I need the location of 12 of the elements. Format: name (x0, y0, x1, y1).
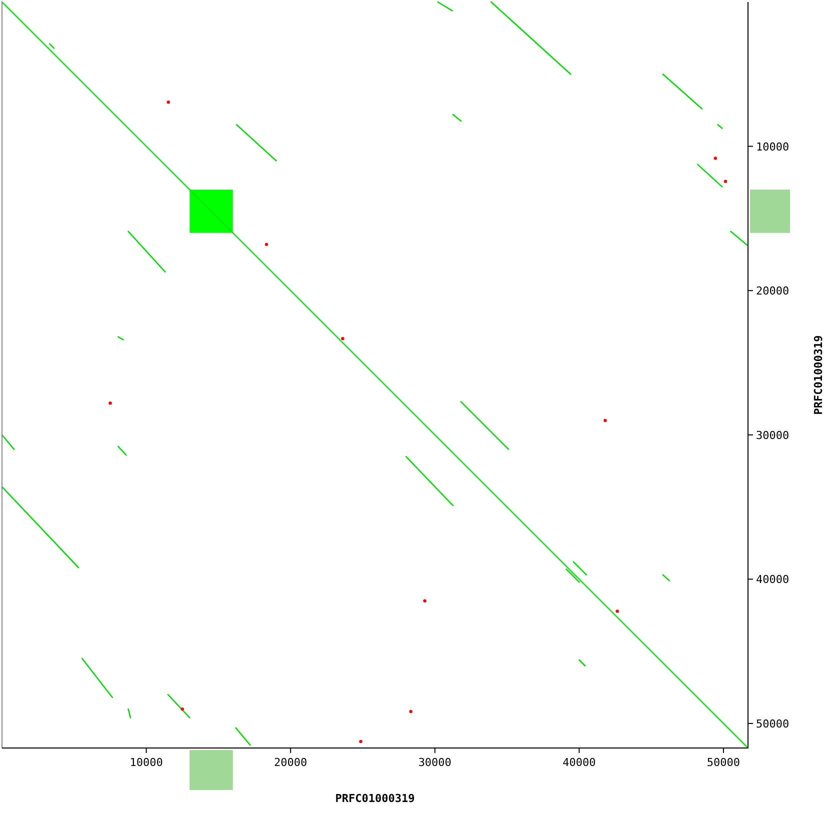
y-tick-label: 30000 (756, 428, 790, 442)
y-tick-label: 20000 (756, 284, 790, 298)
y-tick-label: 10000 (756, 140, 790, 154)
x-tick-label: 30000 (418, 756, 452, 769)
y-axis-title: PRFC01000319 (812, 335, 825, 415)
y-tick-label: 50000 (756, 717, 790, 730)
y-tick-label: 40000 (756, 573, 790, 586)
x-tick-label: 40000 (562, 756, 596, 769)
x-tick-label: 50000 (706, 756, 740, 769)
x-tick-label: 20000 (274, 756, 308, 769)
x-tick-label: 10000 (130, 756, 163, 769)
x-axis-title: PRFC01000319 (335, 792, 415, 805)
